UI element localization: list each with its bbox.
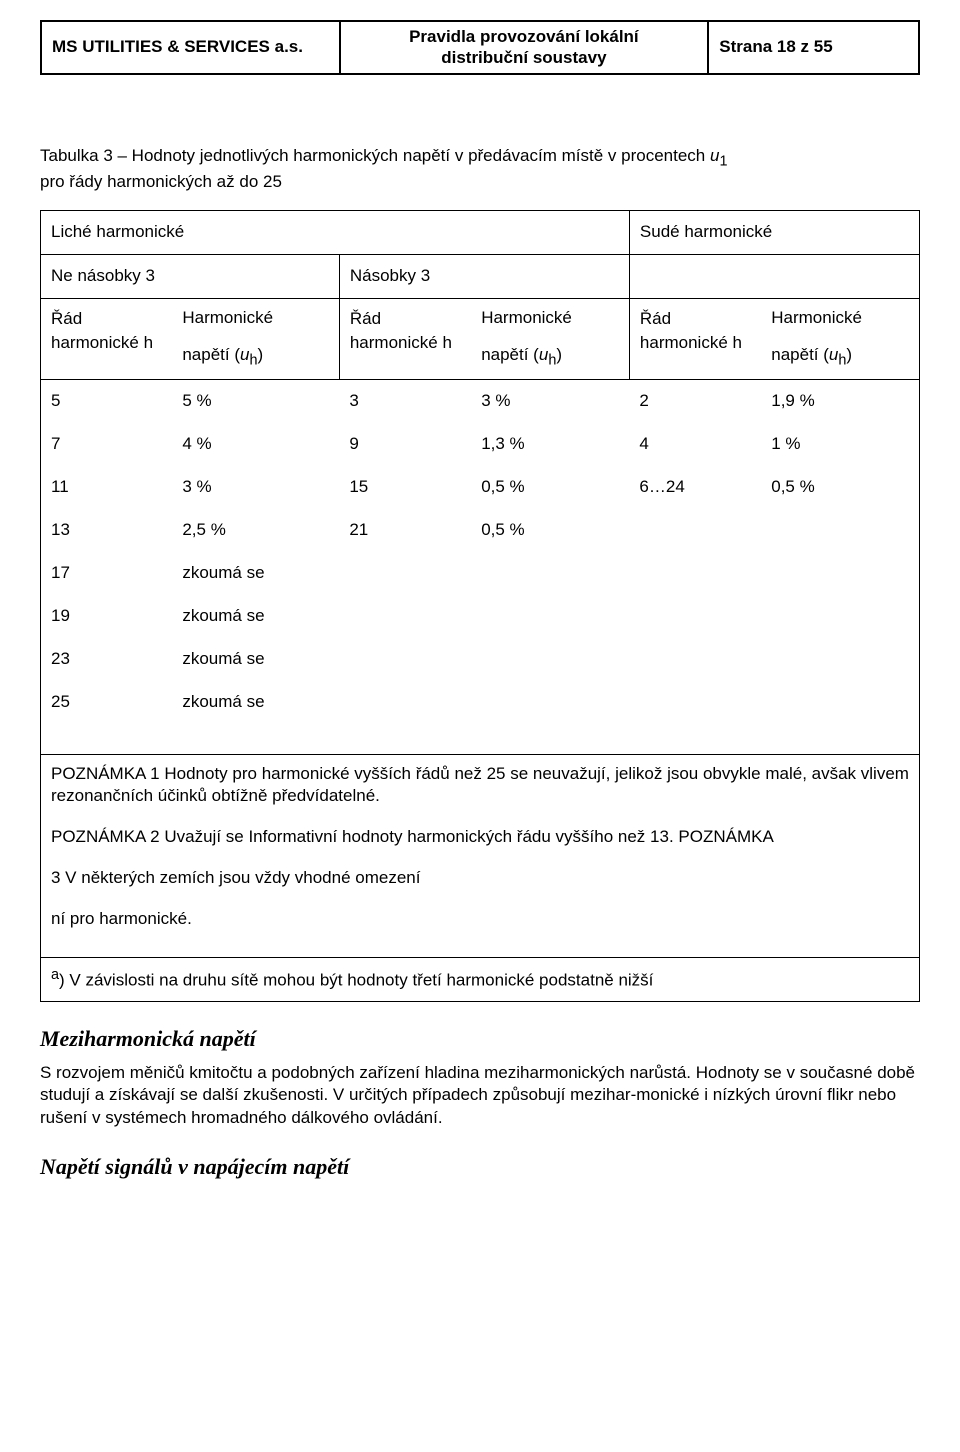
r5c2: zkoumá se <box>172 595 339 638</box>
r6c6 <box>761 638 919 681</box>
r0c3: 3 <box>339 380 471 423</box>
r0c1: 5 <box>41 380 173 423</box>
caption-sub1: 1 <box>719 153 727 169</box>
r1c3: 9 <box>339 423 471 466</box>
colhdr-2b: Harmonické napětí (uh) <box>471 299 629 380</box>
r3c4: 0,5 % <box>471 509 629 552</box>
r1c2: 4 % <box>172 423 339 466</box>
harmonics-table: Liché harmonické Sudé harmonické Ne náso… <box>40 210 920 1001</box>
vbu3: u <box>829 345 838 364</box>
group-even-blank <box>629 255 919 299</box>
colhdr-2a: Řád harmonické h <box>339 299 471 380</box>
colhdr-3a: Řád harmonické h <box>629 299 761 380</box>
footnote-cell: a) V závislosti na druhu sítě mohou být … <box>41 958 920 1002</box>
r7c3 <box>339 681 471 754</box>
r0c4: 3 % <box>471 380 629 423</box>
header-right: Strana 18 z 55 <box>708 21 919 74</box>
r5c4 <box>471 595 629 638</box>
r5c1: 19 <box>41 595 173 638</box>
order-a-2: Řád <box>350 309 381 328</box>
vbpre1: napětí ( <box>182 345 240 364</box>
r4c2: zkoumá se <box>172 552 339 595</box>
r2c4: 0,5 % <box>471 466 629 509</box>
vbpre2: napětí ( <box>481 345 539 364</box>
header-center-line2: distribuční soustavy <box>441 48 606 67</box>
r0c2: 5 % <box>172 380 339 423</box>
r3c2: 2,5 % <box>172 509 339 552</box>
r4c6 <box>761 552 919 595</box>
note-3b: ní pro harmonické. <box>51 908 909 931</box>
caption-line2: pro řády harmonických až do 25 <box>40 172 282 191</box>
volt-a-2: Harmonické <box>481 308 572 327</box>
r1c4: 1,3 % <box>471 423 629 466</box>
order-a-3: Řád <box>640 309 671 328</box>
r6c4 <box>471 638 629 681</box>
r3c5 <box>629 509 761 552</box>
colhdr-1b: Harmonické napětí (uh) <box>172 299 339 380</box>
order-b-1: harmonické h <box>51 333 153 352</box>
order-b-2: harmonické h <box>350 333 452 352</box>
r1c1: 7 <box>41 423 173 466</box>
r5c5 <box>629 595 761 638</box>
caption-line1a: Tabulka 3 – Hodnoty jednotlivých harmoni… <box>40 146 710 165</box>
heading-interharmonic: Meziharmonická napětí <box>40 1024 920 1054</box>
note-1: POZNÁMKA 1 Hodnoty pro harmonické vyššíc… <box>51 763 909 809</box>
group-not3: Ne násobky 3 <box>41 255 340 299</box>
r1c5: 4 <box>629 423 761 466</box>
r3c3: 21 <box>339 509 471 552</box>
footnote-text: ) V závislosti na druhu sítě mohou být h… <box>59 971 653 990</box>
r5c3 <box>339 595 471 638</box>
vbpre3: napětí ( <box>771 345 829 364</box>
r7c4 <box>471 681 629 754</box>
r2c2: 3 % <box>172 466 339 509</box>
colhdr-1a: Řád harmonické h <box>41 299 173 380</box>
vbp1: ) <box>258 345 264 364</box>
r3c6 <box>761 509 919 552</box>
r2c1: 11 <box>41 466 173 509</box>
vbp3: ) <box>846 345 852 364</box>
r6c3 <box>339 638 471 681</box>
footnote-sup: a <box>51 967 59 983</box>
vbu2: u <box>539 345 548 364</box>
r7c5 <box>629 681 761 754</box>
r4c1: 17 <box>41 552 173 595</box>
volt-a-1: Harmonické <box>182 308 273 327</box>
group-mult3: Násobky 3 <box>339 255 629 299</box>
r7c2: zkoumá se <box>172 681 339 754</box>
r7c1: 25 <box>41 681 173 754</box>
header-left: MS UTILITIES & SERVICES a.s. <box>41 21 340 74</box>
r1c6: 1 % <box>761 423 919 466</box>
note-2: POZNÁMKA 2 Uvažují se Informativní hodno… <box>51 826 909 849</box>
r4c4 <box>471 552 629 595</box>
para-interharmonic: S rozvojem měničů kmitočtu a podobných z… <box>40 1062 920 1131</box>
group-odd: Liché harmonické <box>41 211 630 255</box>
order-a-1: Řád <box>51 309 82 328</box>
vbs1: h <box>249 353 257 369</box>
r6c5 <box>629 638 761 681</box>
order-b-3: harmonické h <box>640 333 742 352</box>
r2c6: 0,5 % <box>761 466 919 509</box>
page-header-table: MS UTILITIES & SERVICES a.s. Pravidla pr… <box>40 20 920 75</box>
header-center: Pravidla provozování lokální distribuční… <box>340 21 709 74</box>
notes-cell: POZNÁMKA 1 Hodnoty pro harmonické vyššíc… <box>41 754 920 958</box>
r4c5 <box>629 552 761 595</box>
r2c5: 6…24 <box>629 466 761 509</box>
colhdr-3b: Harmonické napětí (uh) <box>761 299 919 380</box>
r4c3 <box>339 552 471 595</box>
r0c6: 1,9 % <box>761 380 919 423</box>
r7c6 <box>761 681 919 754</box>
note-3a: 3 V některých zemích jsou vždy vhodné om… <box>51 867 909 890</box>
r0c5: 2 <box>629 380 761 423</box>
r2c3: 15 <box>339 466 471 509</box>
group-even: Sudé harmonické <box>629 211 919 255</box>
r6c2: zkoumá se <box>172 638 339 681</box>
vbp2: ) <box>556 345 562 364</box>
heading-signal-voltage: Napětí signálů v napájecím napětí <box>40 1152 920 1182</box>
r5c6 <box>761 595 919 638</box>
volt-a-3: Harmonické <box>771 308 862 327</box>
r6c1: 23 <box>41 638 173 681</box>
header-center-line1: Pravidla provozování lokální <box>409 27 639 46</box>
r3c1: 13 <box>41 509 173 552</box>
table-caption: Tabulka 3 – Hodnoty jednotlivých harmoni… <box>40 145 920 195</box>
